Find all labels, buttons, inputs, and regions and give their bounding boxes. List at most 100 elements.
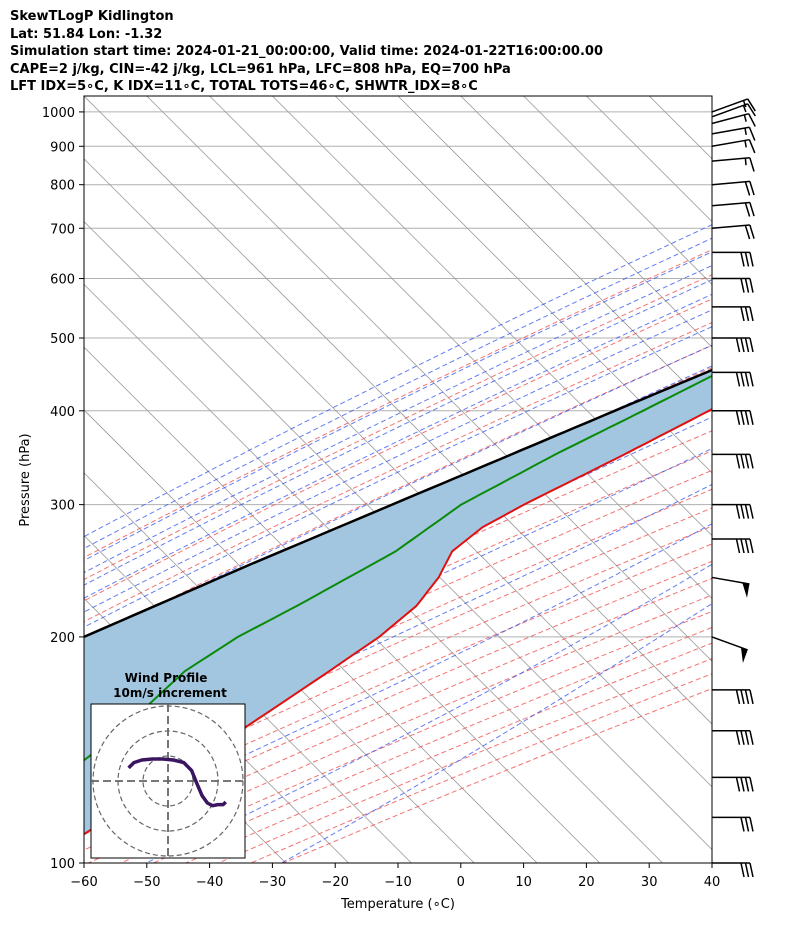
barb-flag bbox=[740, 504, 745, 519]
barb-staff bbox=[711, 201, 750, 207]
y-tick-label: 400 bbox=[50, 405, 75, 420]
barb-flag bbox=[735, 504, 741, 519]
y-axis-label: Pressure (hPa) bbox=[18, 433, 33, 526]
y-tick-label: 500 bbox=[50, 332, 75, 347]
isotherm-line bbox=[84, 409, 538, 863]
x-tick-label: 20 bbox=[578, 875, 595, 890]
dry-adiabat bbox=[84, 344, 712, 643]
wind-barb bbox=[712, 538, 754, 554]
wind-barb bbox=[712, 503, 754, 519]
isotherm-line bbox=[84, 158, 712, 788]
barb-flag bbox=[749, 454, 754, 469]
barb-half-flag bbox=[742, 105, 747, 113]
isotherm-line bbox=[334, 96, 712, 474]
x-tick-label: −20 bbox=[321, 875, 348, 890]
barb-flag bbox=[740, 777, 745, 792]
wind-barb bbox=[712, 729, 754, 745]
barb-flag bbox=[749, 730, 754, 745]
barb-flag bbox=[735, 777, 741, 792]
dry-adiabat bbox=[84, 507, 712, 788]
isotherm-line bbox=[84, 221, 712, 851]
barb-flag bbox=[740, 278, 745, 293]
isotherm-line bbox=[397, 96, 712, 411]
wind-barb bbox=[712, 776, 754, 792]
barb-flag bbox=[744, 372, 750, 387]
barb-flag bbox=[749, 777, 754, 792]
wind-barb bbox=[712, 453, 754, 469]
barb-flag bbox=[744, 252, 750, 267]
temperature-line bbox=[84, 408, 712, 836]
y-tick-label: 900 bbox=[50, 140, 75, 155]
barb-flag bbox=[749, 202, 755, 217]
isotherm-line bbox=[84, 535, 412, 863]
barb-flag bbox=[740, 538, 745, 554]
barb-flag bbox=[749, 862, 754, 878]
wind-barb bbox=[712, 337, 754, 353]
x-tick-label: −60 bbox=[70, 875, 97, 890]
barb-flag bbox=[740, 689, 745, 705]
barb-flag bbox=[749, 538, 754, 554]
barb-flag bbox=[744, 337, 750, 353]
wind-barb bbox=[711, 103, 756, 118]
x-tick-label: 0 bbox=[457, 875, 465, 890]
isotherm-line bbox=[648, 96, 712, 160]
dry-adiabat bbox=[84, 274, 712, 581]
isotherm-line bbox=[84, 472, 475, 863]
wind-barb bbox=[711, 157, 755, 172]
barb-flag bbox=[748, 113, 756, 127]
y-tick-label: 700 bbox=[50, 222, 75, 237]
barb-half-flag bbox=[744, 127, 747, 136]
barb-flag bbox=[740, 306, 745, 322]
barb-flag bbox=[749, 278, 754, 293]
wind-barb bbox=[712, 251, 754, 267]
wind-barb bbox=[711, 126, 756, 141]
barb-half-flag bbox=[742, 100, 747, 108]
isotherm-line bbox=[586, 96, 712, 223]
barb-flag bbox=[749, 410, 754, 425]
barb-flag bbox=[747, 103, 756, 117]
barb-flag bbox=[740, 252, 745, 267]
x-tick-label: 30 bbox=[641, 875, 658, 890]
x-tick-label: 10 bbox=[515, 875, 532, 890]
wind-barb bbox=[711, 576, 750, 598]
barb-half-flag bbox=[744, 140, 747, 148]
chart-title-block: SkewTLogP Kidlington Lat: 51.84 Lon: -1.… bbox=[10, 8, 603, 96]
dry-adiabat bbox=[84, 543, 712, 820]
barb-half-flag bbox=[743, 114, 747, 122]
barb-flag bbox=[735, 538, 741, 554]
moist-adiabat bbox=[84, 293, 712, 599]
wind-barb bbox=[711, 138, 756, 154]
barb-staff bbox=[711, 126, 750, 135]
barb-staff bbox=[711, 636, 748, 651]
hodograph-subtitle: 10m/s increment bbox=[113, 686, 227, 700]
barb-pennant bbox=[740, 647, 748, 664]
dry-adiabat bbox=[84, 321, 712, 623]
moist-adiabat bbox=[84, 251, 712, 562]
barb-flag bbox=[749, 689, 754, 705]
isotherm-line bbox=[460, 96, 712, 348]
moist-adiabat bbox=[84, 265, 712, 574]
barb-staff bbox=[711, 103, 748, 118]
barb-flag bbox=[744, 689, 750, 705]
wind-barb bbox=[711, 224, 755, 240]
barb-flag bbox=[740, 817, 745, 832]
dry-adiabat bbox=[84, 469, 712, 754]
moist-adiabat bbox=[84, 237, 712, 550]
barb-flag bbox=[749, 224, 755, 239]
y-tick-label: 1000 bbox=[42, 106, 75, 121]
barb-flag bbox=[744, 202, 751, 217]
dry-adiabat bbox=[84, 249, 712, 559]
barb-staff bbox=[711, 180, 750, 186]
barb-flag bbox=[749, 337, 754, 353]
barb-flag bbox=[744, 777, 750, 792]
barb-flag bbox=[749, 306, 754, 322]
wind-barb bbox=[711, 201, 755, 217]
barb-flag bbox=[744, 225, 751, 240]
barb-flag bbox=[740, 372, 745, 387]
barb-flag bbox=[744, 181, 751, 196]
barb-staff bbox=[711, 224, 750, 230]
isotherm-line bbox=[84, 283, 663, 863]
x-tick-label: −10 bbox=[384, 875, 411, 890]
barb-flag bbox=[744, 306, 750, 322]
barb-flag bbox=[735, 337, 741, 353]
